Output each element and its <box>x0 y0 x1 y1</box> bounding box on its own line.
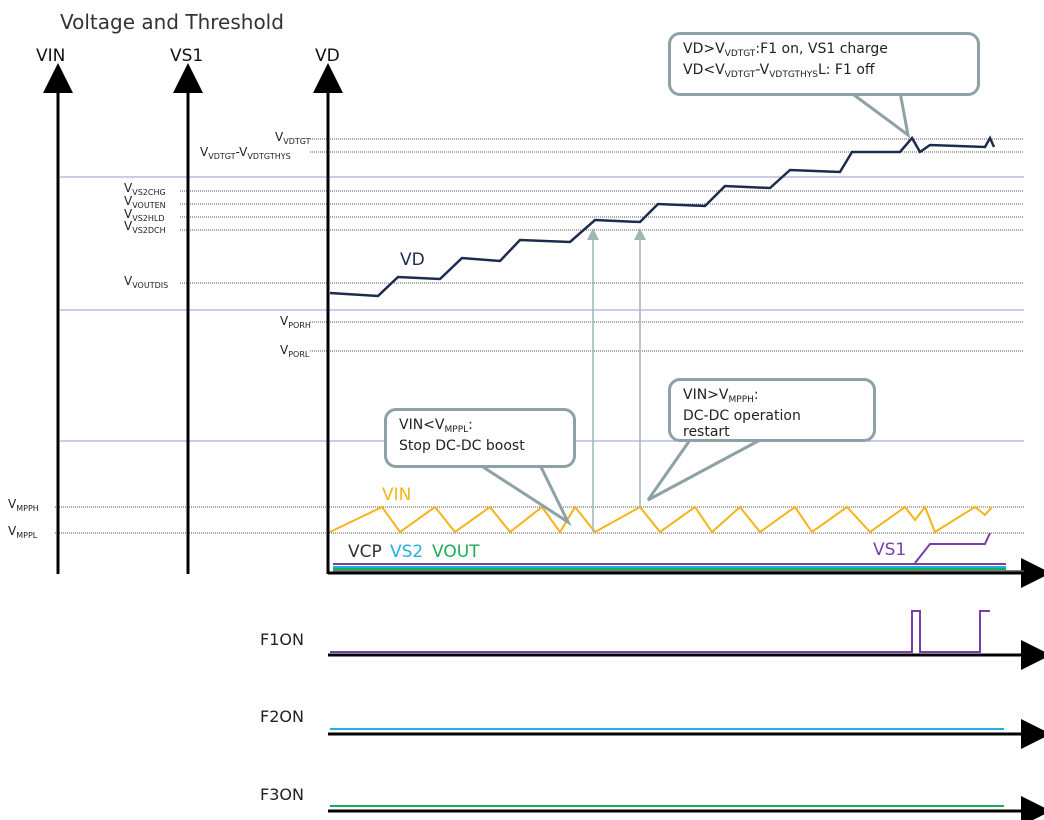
threshold-label-porl: VPORL <box>280 343 310 359</box>
callout-stop-tail <box>474 463 572 527</box>
callout-top-tail <box>845 90 911 139</box>
threshold-label-vdtgt-hys: VVDTGT-VVDTGTHYS <box>200 145 291 161</box>
signal-label-f1on: F1ON <box>260 630 304 649</box>
trace-label-vd: VD <box>400 250 425 270</box>
trace-label-vcp: VCP <box>348 542 382 562</box>
signal-label-f3on: F3ON <box>260 785 304 804</box>
callout-stop-line-2: Stop DC-DC boost <box>399 438 525 454</box>
trace-label-vout: VOUT <box>432 542 480 562</box>
callout-restart-tail <box>646 438 761 502</box>
axis-label-vd: VD <box>315 46 340 66</box>
f1on-trace <box>330 610 990 653</box>
threshold-label-vs2dch: VVS2DCH <box>124 219 166 235</box>
callout-vdtgt-line-1: VD>VVDTGT:F1 on, VS1 charge <box>683 41 888 59</box>
trace-label-vin: VIN <box>382 485 412 505</box>
threshold-label-vouten: VVOUTEN <box>124 194 166 210</box>
callout-stop-boost: VIN<VMPPL: Stop DC-DC boost <box>384 408 576 468</box>
signal-label-f2on: F2ON <box>260 707 304 726</box>
callout-vdtgt-line-2: VD<VVDTGT-VVDTGTHYSL: F1 off <box>683 62 875 80</box>
trace-label-vs2: VS2 <box>390 542 424 562</box>
vs1-trace <box>914 532 991 564</box>
callout-vdtgt: VD>VVDTGT:F1 on, VS1 charge VD<VVDTGT-VV… <box>668 32 980 96</box>
callout-stop-line-1: VIN<VMPPL: <box>399 417 473 435</box>
threshold-label-voutdis: VVOUTDIS <box>124 274 169 290</box>
threshold-lines <box>55 138 1024 534</box>
callout-restart-line-2: DC-DC operation <box>683 408 801 424</box>
threshold-label-vs2chg: VVS2CHG <box>124 181 166 197</box>
vin-trace <box>329 504 993 534</box>
axis-label-vs1: VS1 <box>170 46 204 66</box>
threshold-label-mpph: VMPPH <box>8 497 39 513</box>
threshold-label-porh: VPORH <box>280 314 311 330</box>
threshold-label-vdtgt: VVDTGT <box>275 130 311 146</box>
trace-label-vs1: VS1 <box>873 540 907 560</box>
threshold-label-mppl: VMPPL <box>8 524 38 540</box>
callout-restart-line-1: VIN>VMPPH: <box>683 387 759 405</box>
callout-restart: VIN>VMPPH: DC-DC operation restart <box>668 378 876 442</box>
callout-restart-line-3: restart <box>683 424 730 440</box>
axes <box>43 63 1044 820</box>
vd-trace <box>329 135 996 298</box>
axis-label-vin: VIN <box>36 46 66 66</box>
threshold-label-vs2hld: VVS2HLD <box>124 207 165 223</box>
diagram-title: Voltage and Threshold <box>60 10 284 34</box>
